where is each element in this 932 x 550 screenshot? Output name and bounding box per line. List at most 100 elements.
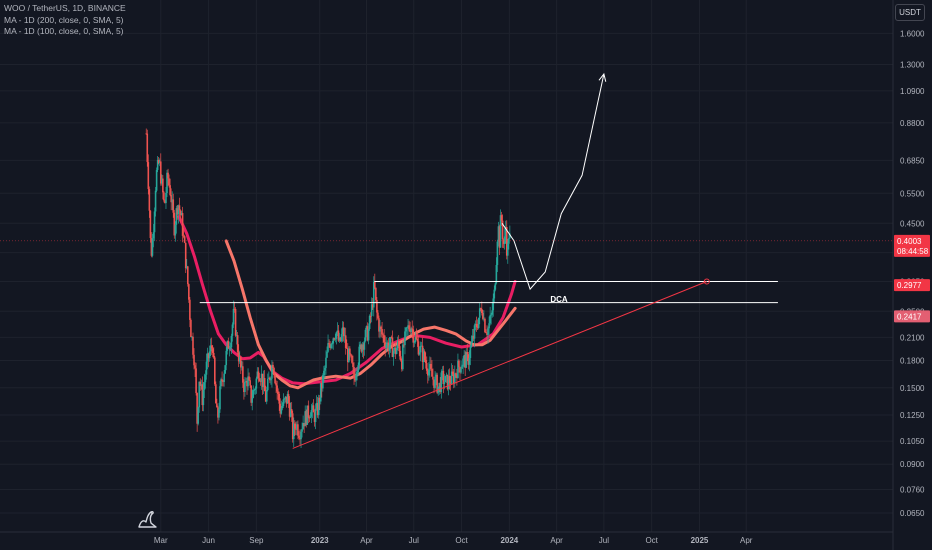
candle-body — [317, 397, 320, 416]
candle-body — [452, 374, 455, 384]
candle-body — [354, 378, 356, 381]
candle-body — [342, 327, 345, 337]
candle-body — [189, 299, 191, 320]
candle-body — [433, 379, 435, 388]
currency-button[interactable]: USDT — [895, 4, 925, 21]
candle-body — [483, 318, 485, 320]
candle-body — [278, 393, 281, 404]
candle-body — [154, 190, 157, 212]
tradingview-logo-icon[interactable] — [136, 508, 158, 530]
candle-body — [251, 397, 254, 403]
candle-body — [274, 374, 276, 384]
candle-body — [190, 319, 192, 338]
candle-body — [372, 281, 375, 308]
candle-body — [292, 423, 295, 440]
candle-body — [286, 394, 289, 404]
candle-body — [409, 329, 411, 333]
candle-body — [313, 412, 316, 423]
candle-body — [310, 410, 313, 417]
candle-body — [359, 344, 362, 347]
candle-body — [449, 382, 452, 384]
candle-body — [291, 413, 294, 440]
price-label-value: 0.2417 — [897, 312, 922, 321]
candle-body — [434, 376, 436, 388]
candle-body — [382, 334, 384, 336]
y-tick-label: 1.3000 — [900, 60, 925, 69]
candle-body — [357, 365, 359, 373]
candle-body — [369, 315, 372, 317]
candle-body — [264, 391, 267, 402]
candle-body — [319, 382, 322, 402]
candle-body — [430, 363, 432, 369]
candle-body — [184, 242, 187, 269]
candle-body — [243, 382, 245, 392]
candle-body — [467, 354, 470, 365]
candle-body — [339, 337, 342, 341]
candle-body — [255, 378, 258, 389]
candle-body — [370, 304, 373, 316]
time-axis[interactable]: Mar Jun Sep 2023 Apr Jul Oct 2024 Apr Jul Oct 2025 A… — [0, 531, 893, 545]
candle-body — [416, 339, 419, 342]
candle-body — [454, 373, 456, 384]
candle-body — [371, 304, 374, 308]
x-tick-label: Sep — [249, 536, 264, 545]
candle-body — [421, 345, 424, 363]
candle-body — [145, 133, 148, 135]
y-tick-label: 0.1250 — [900, 411, 925, 420]
candle-body — [406, 327, 408, 329]
candle-body — [451, 371, 454, 375]
candle-body — [435, 374, 437, 377]
candle-body — [494, 283, 497, 290]
candle-body — [376, 299, 378, 313]
candle-body — [289, 409, 292, 417]
candle-body — [275, 383, 277, 386]
chart-legend: WOO / TetherUS, 1D, BINANCE MA - 1D (200… — [4, 3, 126, 38]
candle-body — [331, 343, 334, 345]
candle-body — [194, 365, 196, 369]
candle-body — [165, 193, 167, 204]
candle-body — [253, 389, 256, 391]
candle-body — [303, 423, 305, 427]
candle-body — [364, 329, 367, 342]
candle-body — [340, 334, 343, 341]
ma200-legend[interactable]: MA - 1D (200, close, 0, SMA, 5) — [4, 14, 124, 25]
price-axis[interactable]: 1.6000 1.3000 1.0900 0.8800 0.6850 0.5500 0.45… — [892, 0, 925, 550]
y-tick-label: 1.0900 — [900, 87, 925, 96]
candle-body — [436, 374, 438, 393]
price-label-box — [894, 310, 930, 323]
y-tick-label: 1.6000 — [900, 29, 925, 38]
candle-body — [229, 347, 232, 349]
candle-body — [329, 344, 331, 349]
candle-body — [174, 224, 177, 236]
candle-body — [161, 178, 163, 184]
candle-body — [498, 226, 501, 248]
candle-body — [325, 357, 327, 368]
candle-body — [415, 336, 418, 340]
candle-body — [397, 341, 400, 347]
candle-body — [324, 367, 326, 371]
x-tick-label: 2024 — [500, 536, 518, 545]
candle-body — [284, 396, 287, 399]
candle-body — [479, 308, 482, 309]
candle-body — [482, 312, 484, 319]
candle-body — [418, 352, 421, 355]
candle-body — [212, 352, 215, 358]
symbol-title[interactable]: WOO / TetherUS, 1D, BINANCE — [4, 3, 126, 13]
ma100-legend[interactable]: MA - 1D (100, close, 0, SMA, 5) — [4, 26, 124, 36]
candle-body — [441, 370, 444, 373]
candle-body — [272, 364, 274, 369]
candle-body — [277, 391, 279, 394]
candle-body — [204, 374, 207, 383]
x-tick-label: 2023 — [311, 536, 329, 545]
candle-body — [192, 336, 194, 355]
y-tick-label: 0.1800 — [900, 356, 925, 365]
candle-body — [302, 423, 304, 429]
x-tick-label: Jul — [599, 536, 609, 545]
candle-body — [245, 380, 247, 382]
candle-body — [249, 380, 251, 386]
candle-body — [408, 325, 410, 330]
candle-body — [380, 326, 382, 330]
candle-body — [237, 352, 240, 362]
candle-body — [181, 213, 184, 236]
